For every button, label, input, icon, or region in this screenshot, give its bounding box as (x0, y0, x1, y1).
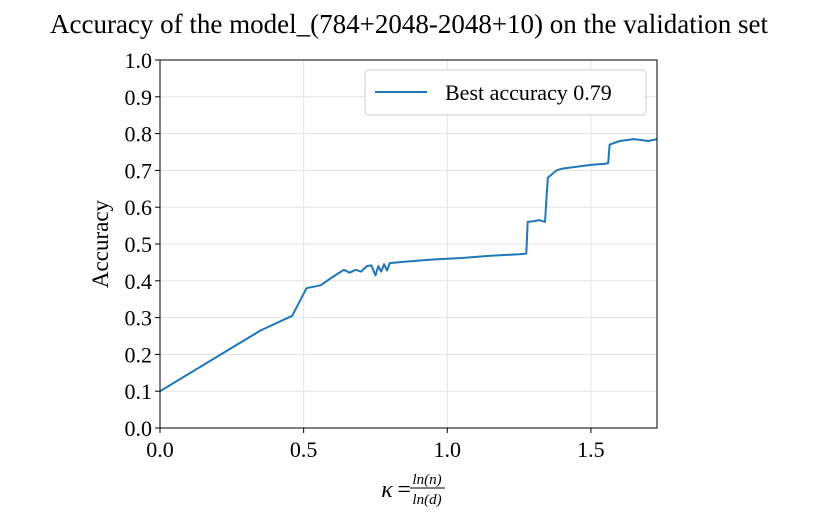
x-tick-label: 0.5 (290, 437, 318, 462)
y-tick-label: 0.3 (125, 306, 153, 331)
x-axis-ticks: 0.0 0.5 1.0 1.5 (146, 428, 605, 462)
series-layer (159, 138, 658, 393)
x-label-equals: = (396, 477, 412, 503)
y-tick-label: 0.0 (125, 416, 153, 441)
y-tick-label: 0.9 (125, 85, 153, 110)
y-tick-label: 0.7 (125, 158, 153, 183)
y-tick-label: 1.0 (125, 48, 153, 73)
x-tick-label: 1.0 (434, 437, 462, 462)
x-label-symbol: κ (381, 477, 393, 503)
legend-box (364, 69, 647, 116)
y-axis-ticks: 0.0 0.1 0.2 0.3 0.4 0.5 0.6 0.7 0.8 0.9 1.0 (125, 48, 160, 441)
chart-title: Accuracy of the model_(784+2048-2048+10)… (50, 9, 769, 39)
y-tick-label: 0.1 (125, 379, 153, 404)
legend: Best accuracy 0.79 (364, 69, 647, 116)
y-tick-label: 0.2 (125, 342, 153, 367)
y-tick-label: 0.6 (125, 195, 153, 220)
y-tick-label: 0.5 (125, 232, 153, 257)
x-tick-label: 0.0 (146, 437, 174, 462)
y-tick-label: 0.8 (125, 122, 153, 147)
x-tick-label: 1.5 (577, 437, 605, 462)
x-axis-label: κ = ln(n) ln(d) (381, 472, 445, 508)
y-tick-label: 0.4 (125, 269, 153, 294)
x-label-numerator: ln(n) (412, 472, 441, 488)
y-axis-label: Accuracy (88, 199, 113, 288)
x-label-denominator: ln(d) (412, 492, 441, 508)
legend-label: Best accuracy 0.79 (445, 80, 612, 105)
series-line (159, 138, 658, 393)
